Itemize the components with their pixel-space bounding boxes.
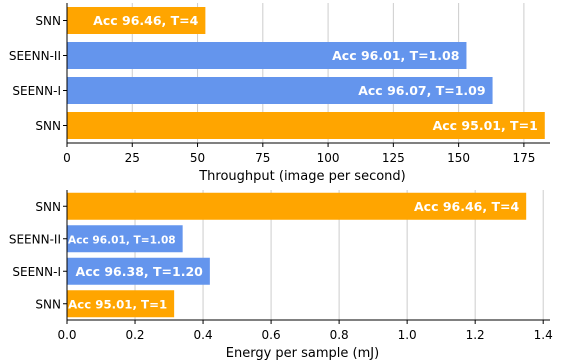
x-tick-label: 0.2	[125, 328, 144, 342]
bar-value-label: Acc 96.07, T=1.09	[358, 83, 485, 98]
bar-value-label: Acc 95.01, T=1	[433, 118, 538, 133]
x-tick-label: 0.6	[262, 328, 281, 342]
bar	[67, 42, 467, 69]
bar-value-label: Acc 95.01, T=1	[68, 297, 167, 311]
category-label: SNN	[35, 119, 61, 133]
category-label: SNN	[35, 14, 61, 28]
category-label: SNN	[35, 297, 61, 311]
bar-value-label: Acc 96.01, T=1.08	[332, 48, 459, 63]
x-axis-label: Throughput (image per second)	[198, 169, 406, 184]
bar-value-label: Acc 96.46, T=4	[414, 199, 519, 214]
bar	[67, 290, 175, 318]
bar	[67, 192, 527, 220]
bar	[67, 225, 183, 253]
x-tick-label: 25	[125, 151, 140, 165]
x-tick-label: 50	[190, 151, 205, 165]
bar	[67, 7, 206, 34]
bar	[67, 77, 493, 104]
category-label: SEENN-II	[9, 49, 61, 63]
x-tick-label: 0.0	[57, 328, 76, 342]
x-tick-label: 0	[63, 151, 71, 165]
x-tick-label: 125	[382, 151, 405, 165]
category-label: SEENN-I	[12, 265, 61, 279]
x-tick-label: 1.4	[534, 328, 553, 342]
bar-value-label: Acc 96.01, T=1.08	[68, 234, 176, 246]
x-tick-label: 1.0	[398, 328, 417, 342]
bar-value-label: Acc 96.46, T=4	[93, 13, 198, 28]
throughput-chart: Acc 96.46, T=4 SNN Acc 96.01, T=1.08 SEENN-…	[9, 3, 550, 184]
category-label: SNN	[35, 200, 61, 214]
x-tick-label: 0.8	[330, 328, 349, 342]
bar	[67, 257, 210, 285]
bar-value-label: Acc 96.38, T=1.20	[76, 264, 204, 279]
x-tick-label: 1.2	[466, 328, 485, 342]
energy-chart: Acc 96.46, T=4 SNN Acc 96.01, T=1.08 SEENN-…	[9, 190, 553, 360]
category-label: SEENN-I	[12, 84, 61, 98]
x-tick-label: 0.4	[194, 328, 213, 342]
x-tick-label: 150	[447, 151, 470, 165]
x-axis-label: Energy per sample (mJ)	[226, 346, 379, 360]
x-tick-label: 75	[255, 151, 270, 165]
bar	[67, 112, 545, 139]
x-tick-label: 100	[317, 151, 340, 165]
x-tick-label: 175	[512, 151, 535, 165]
category-label: SEENN-II	[9, 232, 61, 246]
